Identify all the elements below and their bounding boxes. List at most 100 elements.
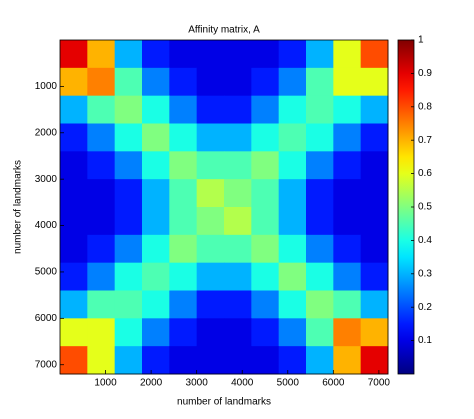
heat-cell — [306, 290, 334, 319]
heat-cell — [278, 207, 307, 236]
heat-cell — [169, 67, 198, 97]
heat-cell — [142, 290, 170, 319]
heat-cell — [60, 346, 88, 375]
heat-cell — [360, 318, 389, 347]
heat-cell — [333, 40, 362, 69]
heat-cell — [251, 346, 280, 375]
heat-cell — [360, 346, 389, 375]
heat-cell — [87, 346, 116, 375]
heat-cell — [169, 346, 198, 375]
heat-cell — [196, 95, 225, 124]
heat-cell — [114, 67, 143, 97]
heat-cell — [278, 346, 307, 375]
heat-cell — [114, 318, 143, 347]
heat-cell — [360, 179, 389, 208]
heat-cell — [333, 318, 362, 347]
heat-cell — [169, 290, 198, 319]
plot-frame — [59, 39, 389, 375]
heat-cell — [142, 67, 170, 97]
y-tick-label: 2000 — [35, 127, 58, 138]
heat-cell — [333, 207, 362, 236]
y-axis-label: number of landmarks — [13, 160, 24, 254]
heat-cell — [360, 40, 389, 69]
heat-cell — [114, 123, 143, 152]
heat-cell — [60, 123, 88, 152]
heat-cell — [169, 207, 198, 236]
heat-cell — [224, 234, 252, 264]
heat-cell — [142, 262, 170, 291]
heat-cell — [196, 346, 225, 375]
y-tick-label: 7000 — [35, 359, 58, 370]
heat-cell — [196, 40, 225, 69]
heat-cell — [169, 123, 198, 152]
heat-cell — [60, 67, 88, 97]
heat-cell — [224, 179, 252, 208]
heat-cell — [87, 67, 116, 97]
heat-cell — [60, 290, 88, 319]
heat-cell — [87, 179, 116, 208]
heat-cell — [114, 179, 143, 208]
heat-cell — [360, 207, 389, 236]
heat-cell — [278, 40, 307, 69]
y-tick-label: 1000 — [35, 81, 58, 92]
heat-cell — [360, 262, 389, 291]
colorbar-tick-label: 0.9 — [418, 68, 432, 79]
colorbar-tick-label: 0.2 — [418, 302, 432, 313]
heat-cell — [114, 95, 143, 124]
heat-cell — [87, 40, 116, 69]
heat-cell — [142, 179, 170, 208]
heat-cell — [333, 151, 362, 180]
heat-cell — [196, 179, 225, 208]
heat-cell — [306, 262, 334, 291]
heat-cell — [278, 318, 307, 347]
heat-cell — [360, 234, 389, 264]
heat-cell — [87, 290, 116, 319]
heat-cell — [60, 234, 88, 264]
heat-cell — [169, 262, 198, 291]
heat-cell — [306, 234, 334, 264]
heat-cell — [87, 95, 116, 124]
x-tick-label: 2000 — [140, 378, 163, 389]
heat-cell — [278, 179, 307, 208]
heat-cell — [251, 95, 280, 124]
y-tick-label: 3000 — [35, 174, 58, 185]
heat-cell — [196, 207, 225, 236]
heat-cell — [114, 151, 143, 180]
colorbar-tick-label: 0.3 — [418, 268, 432, 279]
heat-cell — [60, 207, 88, 236]
heat-cell — [251, 262, 280, 291]
y-tick-label: 6000 — [35, 313, 58, 324]
heat-cell — [333, 95, 362, 124]
colorbar-tick-label: 0.4 — [418, 235, 432, 246]
heat-cell — [87, 234, 116, 264]
heat-cell — [224, 207, 252, 236]
heat-cell — [278, 262, 307, 291]
heat-cell — [251, 290, 280, 319]
heat-cell — [360, 95, 389, 124]
heat-cell — [333, 123, 362, 152]
heat-cell — [114, 234, 143, 264]
heat-cell — [142, 95, 170, 124]
heat-cell — [306, 207, 334, 236]
heat-cell — [142, 40, 170, 69]
x-tick-label: 7000 — [368, 378, 391, 389]
heat-cell — [224, 151, 252, 180]
heat-cell — [169, 234, 198, 264]
heat-cell — [360, 123, 389, 152]
heat-cell — [224, 262, 252, 291]
heat-cell — [278, 67, 307, 97]
heat-cell — [333, 67, 362, 97]
heat-cell — [278, 95, 307, 124]
heat-cell — [360, 290, 389, 319]
heat-cell — [114, 346, 143, 375]
heat-cell — [224, 95, 252, 124]
x-tick-label: 1000 — [94, 378, 117, 389]
heat-cell — [306, 67, 334, 97]
heat-cell — [196, 234, 225, 264]
heat-cell — [114, 262, 143, 291]
heat-cell — [360, 151, 389, 180]
heat-cell — [60, 95, 88, 124]
heat-cell — [251, 318, 280, 347]
heat-cell — [306, 151, 334, 180]
heat-cell — [251, 40, 280, 69]
